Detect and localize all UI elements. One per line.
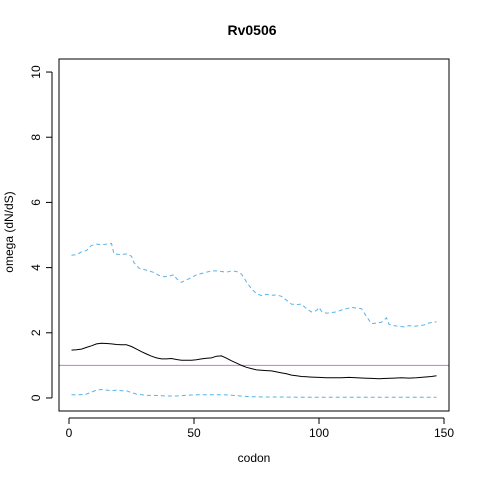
x-tick-label: 150	[434, 426, 454, 440]
y-axis-label: omega (dN/dS)	[2, 191, 16, 272]
x-tick-label: 100	[309, 426, 329, 440]
x-tick-label: 50	[187, 426, 201, 440]
y-tick-label: 10	[29, 65, 43, 79]
series-layer	[71, 242, 437, 398]
y-tick-label: 8	[29, 134, 43, 141]
chart-title: Rv0506	[227, 22, 276, 38]
upper-bound-line	[71, 242, 437, 328]
axes-layer: 0 50 100 150 0 2 4 6 8 10	[29, 65, 454, 440]
lower-bound-line	[71, 388, 437, 398]
x-axis-label: codon	[238, 451, 271, 465]
plot-frame	[58, 58, 450, 412]
y-tick-label: 0	[29, 394, 43, 401]
y-tick-label: 2	[29, 329, 43, 336]
y-tick-label: 4	[29, 264, 43, 271]
x-tick-label: 0	[66, 426, 73, 440]
y-tick-label: 6	[29, 199, 43, 206]
estimate-line	[71, 342, 437, 380]
